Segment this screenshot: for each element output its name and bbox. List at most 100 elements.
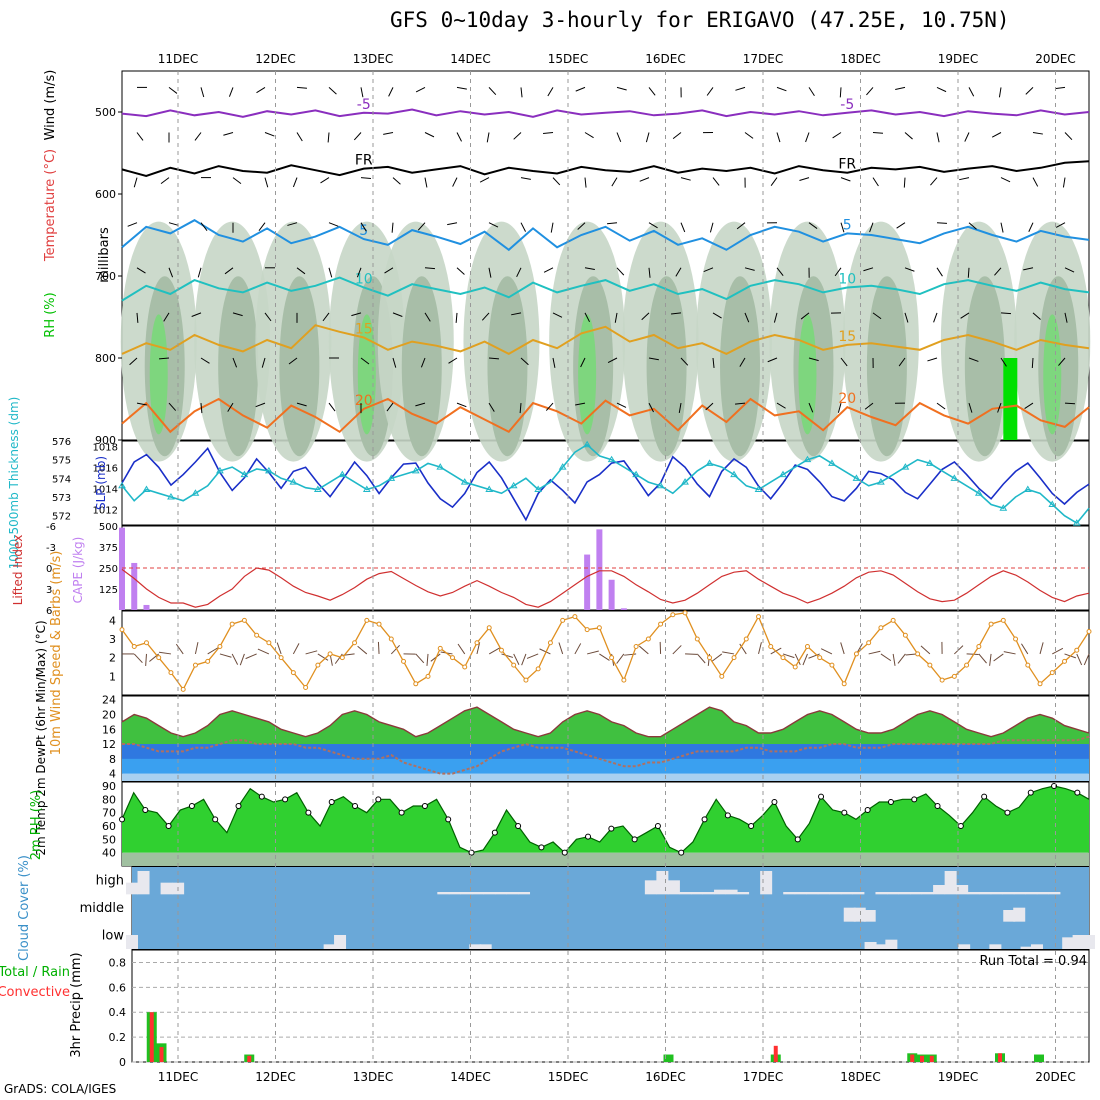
rh-point bbox=[608, 825, 615, 832]
rh-ytick: 60 bbox=[102, 820, 116, 833]
upper-ylabel: millibars bbox=[97, 227, 112, 283]
wind-barb bbox=[129, 357, 138, 366]
isotherm-label: 15 bbox=[838, 329, 856, 345]
rh-point bbox=[352, 803, 359, 809]
wind-speed-point bbox=[143, 640, 149, 646]
wind-speed-point bbox=[535, 666, 541, 672]
wind-barb bbox=[136, 402, 147, 406]
cloud-bar-high bbox=[471, 892, 484, 895]
run-total-label: Run Total = 0.94 bbox=[979, 954, 1087, 969]
cloud-row-label: low bbox=[102, 928, 125, 943]
slp-ytick: 1014 bbox=[93, 484, 118, 495]
precip-total-bar bbox=[1034, 1054, 1044, 1062]
cape-ytick: 125 bbox=[99, 585, 118, 596]
wind-barb-10m bbox=[175, 643, 184, 655]
wind-speed-point bbox=[401, 658, 407, 664]
wind-barb bbox=[383, 132, 394, 135]
wind-barb-10m bbox=[145, 653, 147, 666]
wind-barb bbox=[392, 177, 401, 185]
thickness-ytick: 576 bbox=[52, 437, 71, 448]
wind-speed-point bbox=[878, 625, 884, 631]
wind-barb bbox=[896, 222, 906, 229]
wind-barb-10m bbox=[1083, 653, 1090, 666]
ytick-label: 700 bbox=[95, 270, 116, 283]
cloud-bar-high bbox=[702, 892, 715, 895]
thickness-marker bbox=[436, 463, 445, 470]
wind-speed-point bbox=[902, 632, 908, 638]
wind-barb bbox=[133, 177, 138, 188]
thickness-marker bbox=[240, 470, 249, 478]
wind-barb bbox=[680, 222, 686, 233]
wind-barb bbox=[577, 222, 586, 230]
precip-total-bar bbox=[663, 1054, 674, 1062]
wind-barb bbox=[511, 312, 522, 316]
rh-point bbox=[585, 833, 592, 840]
wind-barb bbox=[672, 132, 682, 140]
day-label-top: 19DEC bbox=[938, 52, 978, 66]
day-label-bottom: 16DEC bbox=[645, 1070, 685, 1084]
isotherm-label: 10 bbox=[355, 271, 373, 287]
wind-barb bbox=[424, 177, 428, 188]
slp-ylabel: SLP (mb) bbox=[94, 456, 108, 510]
wind-barb bbox=[1032, 132, 1043, 135]
wind-barb bbox=[584, 312, 590, 323]
wind-barb bbox=[808, 87, 815, 97]
wind-speed-point bbox=[951, 673, 957, 679]
wind-barb bbox=[616, 132, 622, 142]
thickness-marker bbox=[803, 455, 812, 463]
wind-barb bbox=[994, 267, 1002, 276]
rh-ytick: 50 bbox=[102, 833, 116, 846]
ytick-label: 600 bbox=[95, 188, 116, 201]
wind-barb bbox=[1064, 402, 1076, 405]
rh-point bbox=[235, 803, 242, 809]
wind-barb bbox=[456, 132, 462, 142]
wind-barb bbox=[513, 132, 522, 140]
cloud-bar-high bbox=[506, 892, 519, 895]
rh-base-band bbox=[122, 852, 1089, 866]
cloud-bar-middle bbox=[863, 910, 876, 922]
precip-legend-convective: Convective bbox=[0, 985, 70, 1000]
wind-barb bbox=[898, 357, 906, 367]
panel-frame-slp bbox=[121, 440, 1090, 526]
wind-barb-10m bbox=[159, 651, 172, 655]
wind-barb bbox=[488, 402, 495, 412]
cloud-bar-high bbox=[956, 885, 969, 895]
rh-point bbox=[538, 844, 545, 851]
li-ytick: -3 bbox=[46, 543, 56, 554]
rh-point bbox=[1027, 789, 1034, 796]
precip-ytick: 0.6 bbox=[109, 981, 127, 994]
cape-bar bbox=[584, 554, 591, 610]
thickness-marker bbox=[901, 463, 910, 470]
wind-barb bbox=[680, 357, 689, 366]
thickness-marker bbox=[852, 474, 861, 481]
day-label-bottom: 15DEC bbox=[548, 1070, 588, 1084]
rh-point bbox=[1004, 809, 1011, 816]
wind-speed-point bbox=[376, 621, 382, 627]
wind-barb bbox=[840, 222, 845, 233]
wind-barb bbox=[296, 86, 308, 89]
wind-barb-10m bbox=[616, 653, 625, 664]
cloud-bar-low bbox=[989, 944, 1002, 949]
cloud-bar-high bbox=[840, 892, 853, 895]
wind-speed-point bbox=[694, 636, 700, 642]
wind-barb bbox=[616, 86, 627, 91]
wind-barb bbox=[479, 177, 490, 183]
wind-barb bbox=[998, 87, 1002, 98]
wind-barb bbox=[224, 267, 234, 275]
wind-barb bbox=[456, 267, 465, 275]
wind-speed-point bbox=[658, 621, 664, 627]
wind-barb bbox=[799, 177, 810, 182]
wind-barb bbox=[706, 87, 714, 96]
thickness-marker bbox=[950, 474, 959, 481]
cloud-bar-high bbox=[829, 892, 842, 895]
isotherm-FR bbox=[121, 160, 1090, 178]
cloud-bar-high bbox=[852, 892, 865, 895]
upper-wind-barbs bbox=[127, 86, 1076, 414]
wind-barb-10m bbox=[966, 653, 979, 656]
wind-barb bbox=[960, 312, 970, 319]
temp-ytick: 20 bbox=[102, 708, 116, 721]
wind-barb bbox=[136, 267, 146, 274]
wind-barb bbox=[872, 312, 882, 320]
wind-speed-point bbox=[156, 655, 162, 661]
precip-ytick: 0.2 bbox=[109, 1031, 127, 1044]
